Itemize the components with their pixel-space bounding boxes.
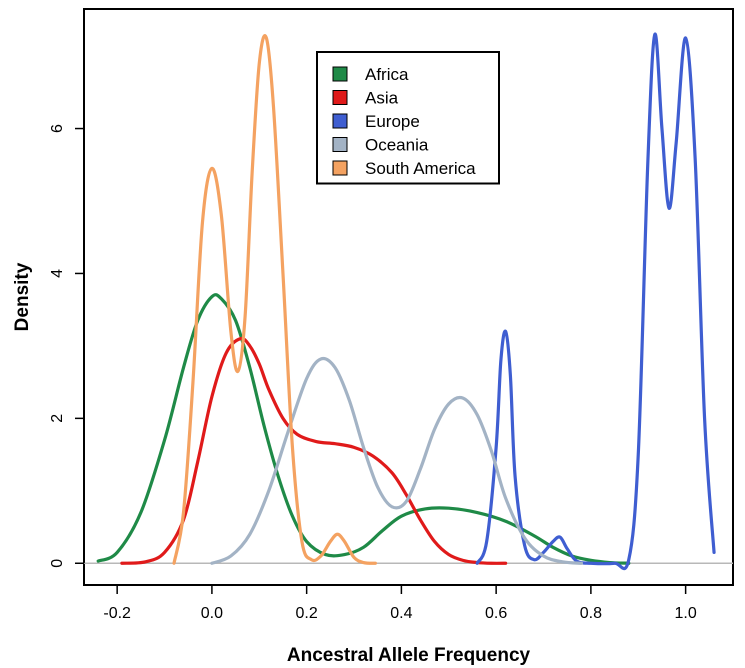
series-line-europe <box>475 32 716 571</box>
x-tick-label: 0.4 <box>390 605 412 622</box>
y-tick-label: 2 <box>49 414 66 423</box>
x-tick-label: 0.2 <box>296 605 318 622</box>
x-tick-label: 1.0 <box>675 605 697 622</box>
x-axis: -0.2 0.0 0.2 0.4 0.6 0.8 1.0 <box>103 584 697 622</box>
y-axis: 0 2 4 6 <box>49 124 85 568</box>
x-tick-label: 0.0 <box>201 605 223 622</box>
y-tick-label: 4 <box>49 269 66 278</box>
legend-label: Africa <box>365 65 409 84</box>
legend-swatch <box>332 113 348 129</box>
series-line-oceania <box>210 356 584 565</box>
legend-label: Europe <box>365 112 420 131</box>
series-layer <box>96 32 716 571</box>
series-line-south-america <box>172 34 377 565</box>
y-tick-label: 0 <box>49 559 66 568</box>
x-tick-label: -0.2 <box>103 605 131 622</box>
legend-label: Asia <box>365 89 399 108</box>
legend: Africa Asia Europe Oceania South America <box>316 51 500 185</box>
x-axis-title: Ancestral Allele Frequency <box>287 645 531 666</box>
legend-swatch <box>332 137 348 152</box>
legend-label: Oceania <box>365 136 429 155</box>
legend-swatch <box>332 90 348 105</box>
legend-label: South America <box>365 159 476 178</box>
x-tick-label: 0.6 <box>485 605 507 622</box>
legend-swatch <box>332 66 348 82</box>
y-tick-label: 6 <box>49 124 66 133</box>
legend-swatch <box>332 160 348 176</box>
y-axis-title: Density <box>12 262 33 331</box>
x-tick-label: 0.8 <box>580 605 602 622</box>
series-line-africa <box>96 293 631 565</box>
series-line-asia <box>120 336 508 565</box>
